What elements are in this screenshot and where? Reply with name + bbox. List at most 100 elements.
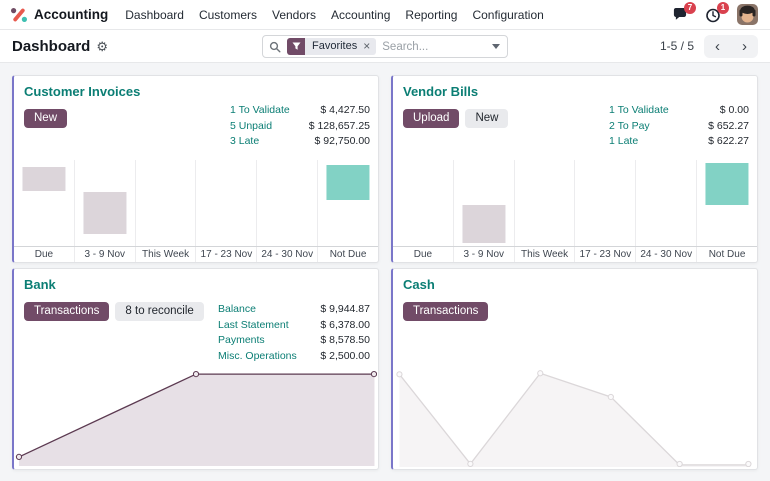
dashboard-cards: Customer Invoices New 1 To Validate $ 4,4…	[0, 63, 770, 481]
upload-button[interactable]: Upload	[403, 109, 460, 128]
line-chart-svg	[396, 370, 752, 468]
bar-not-due	[705, 163, 749, 205]
8-to-reconcile-button[interactable]: 8 to reconcile	[115, 302, 204, 321]
pager-prev-button[interactable]: ‹	[704, 35, 731, 58]
card-title[interactable]: Bank	[24, 277, 56, 292]
card-stats: 1 To Validate $ 0.00 2 To Pay $ 652.27 1 Lat…	[609, 103, 749, 150]
stat-value: $ 652.27	[708, 119, 749, 132]
nav-item-vendors[interactable]: Vendors	[271, 7, 317, 22]
messages-badge: 7	[684, 1, 696, 14]
nav-item-accounting[interactable]: Accounting	[331, 7, 391, 22]
bar-column	[636, 160, 698, 246]
bar-due	[22, 166, 66, 191]
view-options-gear-icon[interactable]: ⚙	[96, 38, 109, 54]
card-title[interactable]: Customer Invoices	[24, 84, 141, 99]
bar-column	[318, 160, 378, 246]
stat-label: 1 To Validate	[609, 104, 669, 116]
bar-chart-plot	[393, 160, 757, 246]
nav-item-dashboard[interactable]: Dashboard	[125, 7, 184, 22]
new-button[interactable]: New	[24, 109, 68, 128]
bar-column	[515, 160, 576, 246]
stat-row-5-unpaid[interactable]: 5 Unpaid $ 128,657.25	[230, 119, 370, 135]
stat-row-payments[interactable]: Payments $ 8,578.50	[218, 333, 370, 349]
pager-range: 1-5 / 5	[659, 39, 694, 53]
stat-row-last-statement[interactable]: Last Statement $ 6,378.00	[218, 318, 370, 334]
card-buttons: New	[24, 109, 68, 128]
axis-label: This Week	[136, 247, 197, 262]
activities-icon[interactable]: 1	[704, 1, 729, 24]
search-bar[interactable]: Favorites ×	[262, 35, 508, 58]
bar-3-9-nov	[83, 191, 127, 234]
stat-value: $ 92,750.00	[314, 135, 370, 147]
transactions-button[interactable]: Transactions	[24, 302, 110, 321]
facet-remove-icon[interactable]: ×	[363, 39, 371, 53]
stat-label: 1 Late	[609, 135, 639, 147]
chat-bubble-icon	[673, 7, 687, 20]
nav-item-reporting[interactable]: Reporting	[405, 7, 458, 22]
messages-icon[interactable]: 7	[671, 1, 696, 24]
bar-not-due	[326, 165, 370, 201]
axis-label: 17 - 23 Nov	[196, 247, 258, 262]
bar-column	[393, 160, 454, 246]
card-vendor-bills: Vendor Bills Upload New 1 To Validate $ 0.…	[391, 75, 758, 263]
bar-column	[257, 160, 319, 246]
app-brand[interactable]: Accounting	[10, 6, 108, 24]
axis-label: 24 - 30 Nov	[636, 247, 698, 262]
stat-label: 5 Unpaid	[230, 119, 273, 132]
card-buttons: Transactions 8 to reconcile	[24, 302, 204, 321]
search-icon	[269, 41, 281, 52]
user-avatar[interactable]	[737, 4, 758, 25]
stat-row-1-to-validate[interactable]: 1 To Validate $ 4,427.50	[230, 103, 370, 119]
bank-chart	[15, 365, 378, 466]
bar-column	[196, 160, 258, 246]
new-button[interactable]: New	[465, 109, 509, 128]
stat-value: $ 4,427.50	[320, 104, 370, 116]
stat-row-balance[interactable]: Balance $ 9,944.87	[218, 302, 370, 318]
transactions-button[interactable]: Transactions	[403, 302, 489, 321]
bar-column	[454, 160, 515, 246]
bar-column	[575, 160, 637, 246]
stat-row-3-late[interactable]: 3 Late $ 92,750.00	[230, 134, 370, 150]
top-navbar: Accounting Dashboard Customers Vendors Acco…	[0, 0, 770, 30]
search-input[interactable]	[382, 40, 486, 53]
nav-item-customers[interactable]: Customers	[198, 7, 257, 22]
stat-label: Balance	[218, 303, 256, 315]
card-bank: Bank Transactions 8 to reconcile Balance $…	[12, 268, 379, 470]
bar-chart-axis: Due 3 - 9 Nov This Week 17 - 23 Nov 24 - 30 …	[393, 246, 757, 262]
stat-label: Last Statement	[218, 318, 289, 331]
stat-row-2-to-pay[interactable]: 2 To Pay $ 652.27	[609, 119, 749, 135]
bar-column	[75, 160, 136, 246]
search-facet-favorites: Favorites ×	[287, 38, 377, 55]
card-stats: 1 To Validate $ 4,427.50 5 Unpaid $ 128,657…	[230, 103, 370, 150]
app-name: Accounting	[34, 7, 109, 22]
stat-value: $ 0.00	[719, 104, 749, 116]
card-buttons: Transactions	[403, 302, 489, 321]
stat-label: 3 Late	[230, 135, 260, 147]
axis-label: 3 - 9 Nov	[75, 247, 136, 262]
stat-row-1-late[interactable]: 1 Late $ 622.27	[609, 134, 749, 150]
stat-label: Misc. Operations	[218, 349, 297, 362]
axis-label: Due	[393, 247, 454, 262]
bar-column	[14, 160, 75, 246]
axis-label: 3 - 9 Nov	[454, 247, 515, 262]
customer-invoices-chart: Due 3 - 9 Nov This Week 17 - 23 Nov 24 - 30 …	[14, 160, 378, 262]
card-title[interactable]: Vendor Bills	[403, 84, 479, 99]
card-buttons: Upload New	[403, 109, 509, 128]
stat-value: $ 2,500.00	[320, 349, 370, 362]
pager: 1-5 / 5 ‹ ›	[659, 34, 758, 58]
stat-value: $ 9,944.87	[320, 303, 370, 315]
pager-next-button[interactable]: ›	[731, 35, 758, 58]
systray: 7 1	[671, 1, 760, 25]
search-dropdown-caret-icon[interactable]	[492, 44, 500, 49]
stat-value: $ 8,578.50	[320, 334, 370, 346]
stat-row-misc-operations[interactable]: Misc. Operations $ 2,500.00	[218, 349, 370, 365]
nav-item-configuration[interactable]: Configuration	[472, 7, 544, 22]
stat-label: Payments	[218, 334, 265, 346]
stat-value: $ 622.27	[708, 135, 749, 147]
card-title[interactable]: Cash	[403, 277, 435, 292]
axis-label: Due	[14, 247, 75, 262]
axis-label: Not Due	[708, 249, 746, 260]
stat-row-1-to-validate[interactable]: 1 To Validate $ 0.00	[609, 103, 749, 119]
axis-label: Not Due	[329, 249, 367, 260]
clock-icon	[706, 8, 720, 22]
